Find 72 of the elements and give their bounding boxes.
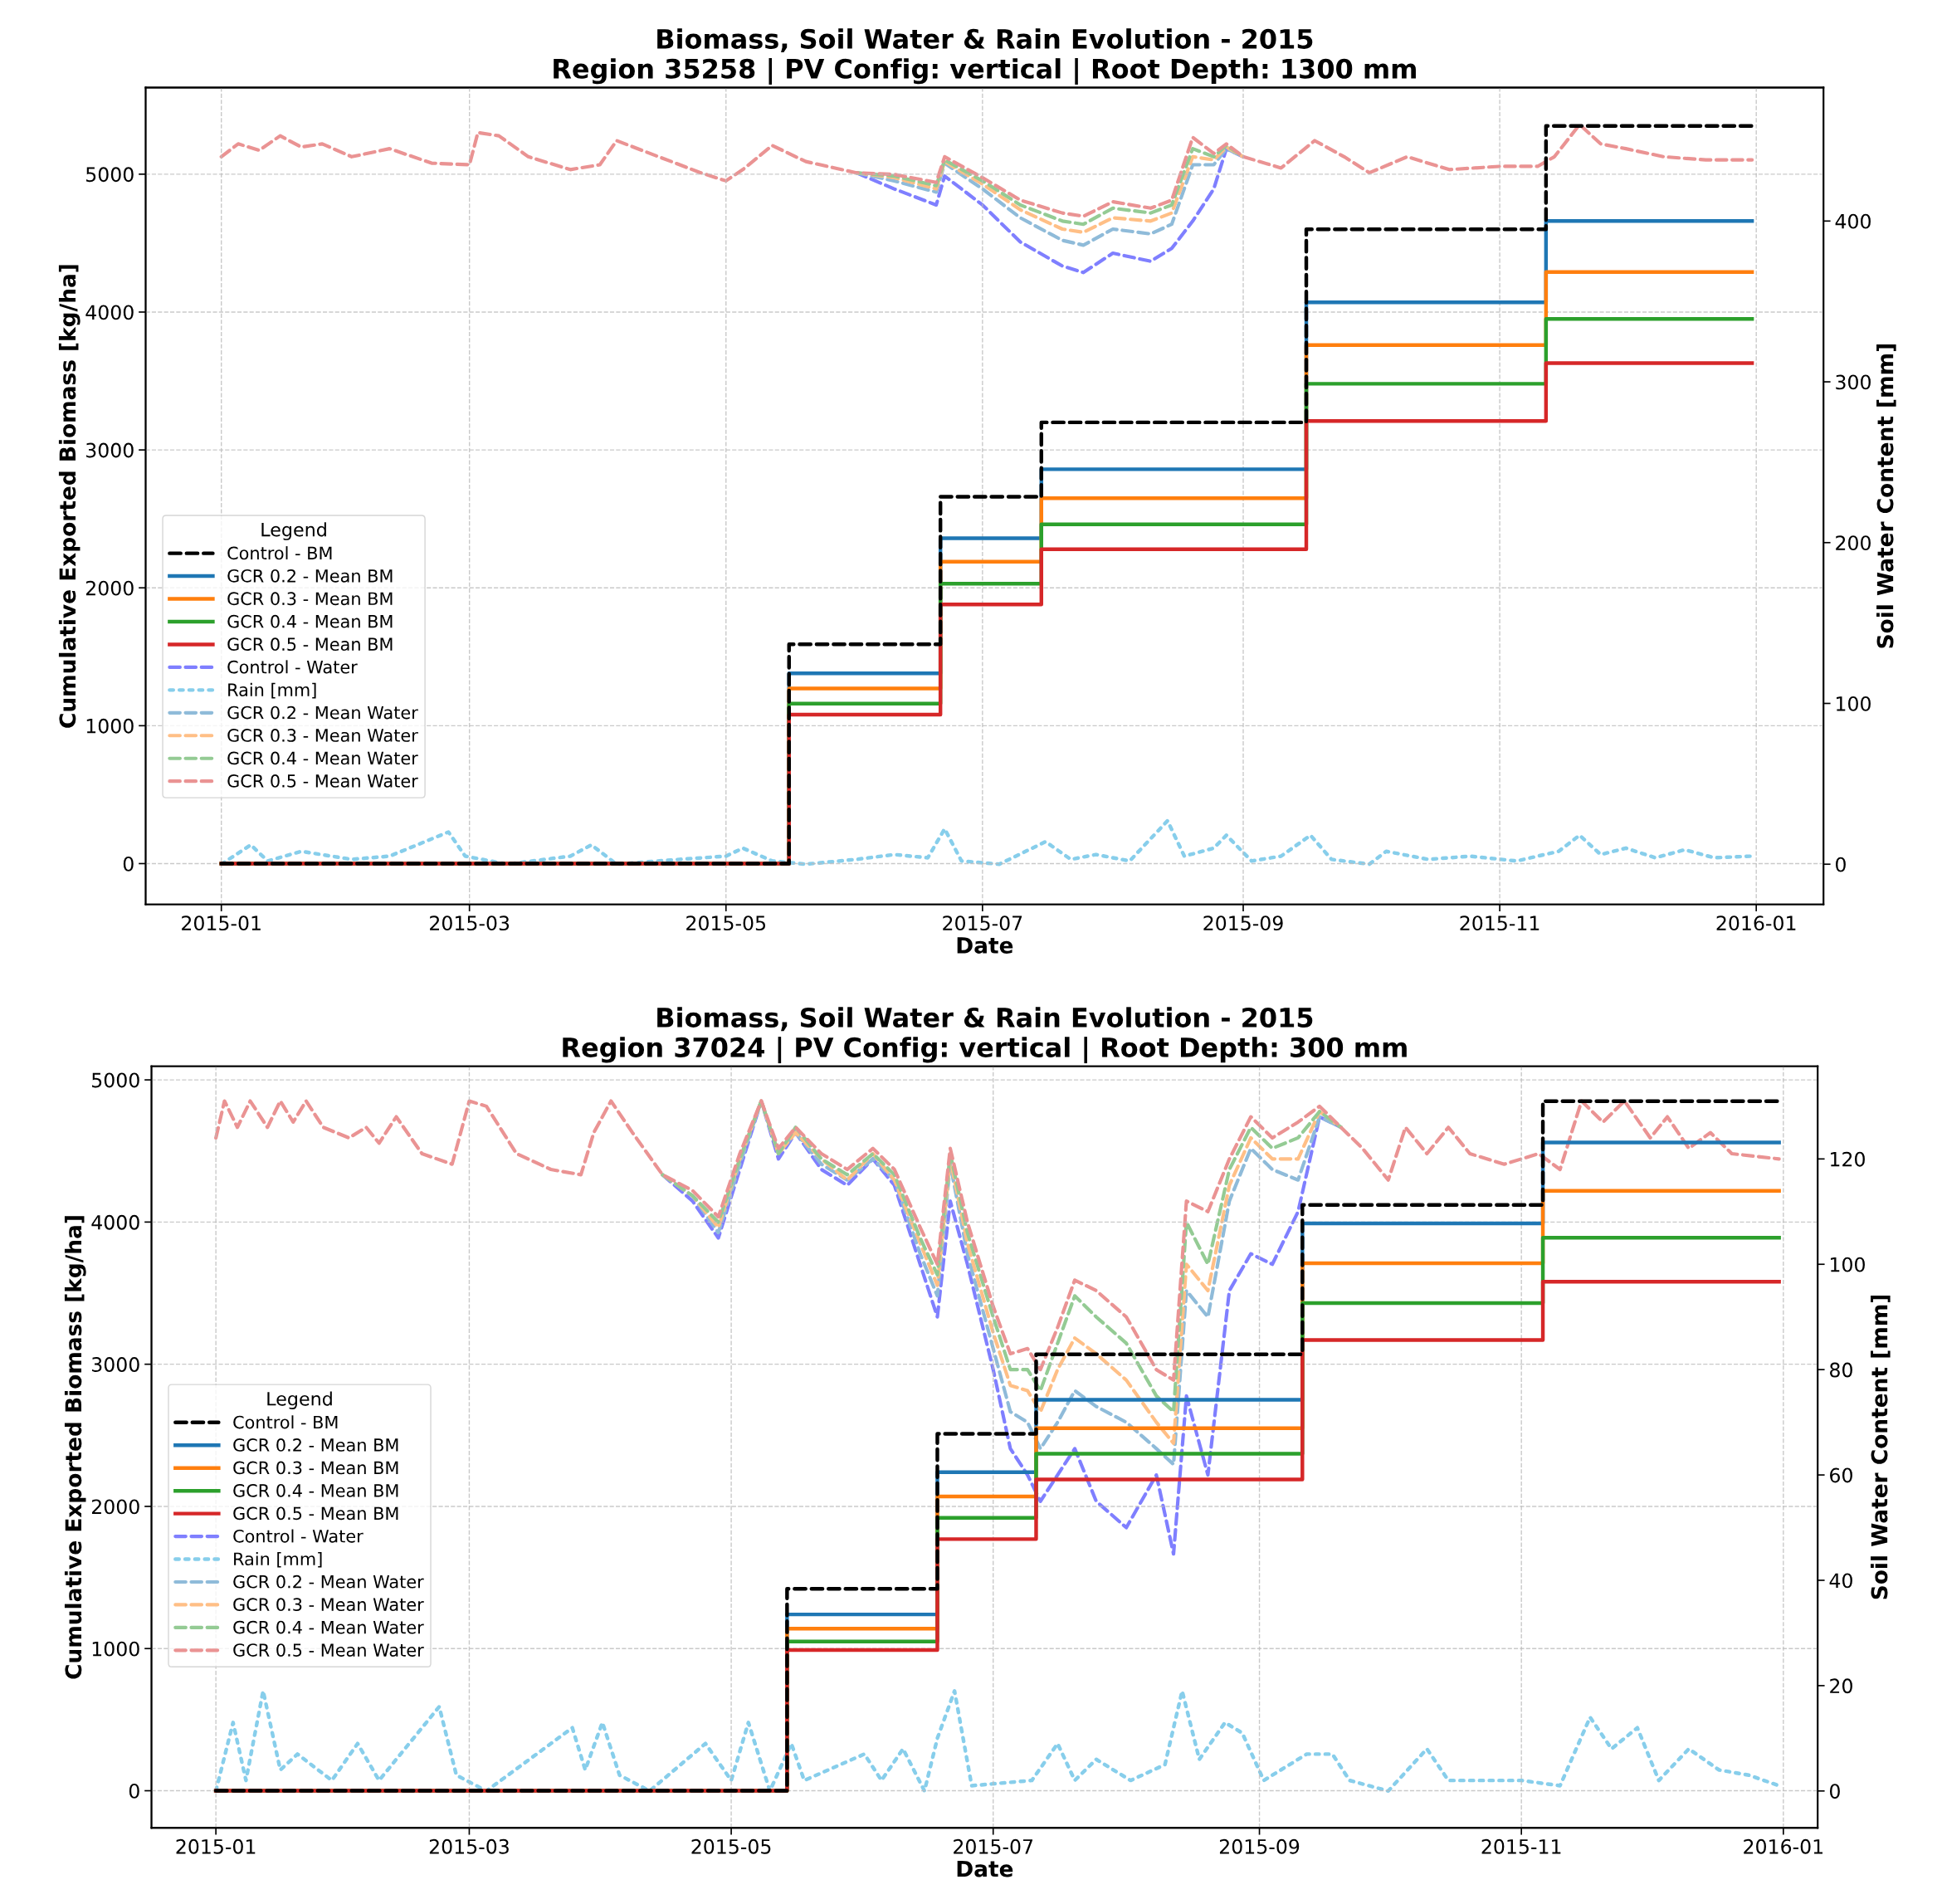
line-series — [214, 1099, 1781, 1382]
y-tick-label: 0 — [123, 856, 134, 871]
x-tick-label: 2015-01 — [176, 1838, 256, 1854]
y2-tick-label: 0 — [1836, 857, 1846, 872]
y-tick-label: 3000 — [92, 1357, 139, 1372]
legend-label: GCR 0.3 - Mean BM — [233, 1461, 398, 1475]
y-tick-label: 5000 — [92, 1072, 139, 1088]
y-tick-label: 4000 — [85, 305, 134, 320]
legend-label: Control - Water — [233, 1529, 364, 1543]
legend-title: Legend — [261, 522, 326, 540]
x-tick-label: 2015-05 — [691, 1838, 771, 1854]
x-tick-label: 2015-03 — [429, 1838, 509, 1854]
y-tick-label: 2000 — [85, 580, 134, 596]
chart-title: Biomass, Soil Water & Rain Evolution - 2015 Region 35258 | PV Config: vertical | Root Depth: 1300 mm — [554, 28, 1416, 85]
x-tick-label: 2015-09 — [1203, 915, 1283, 931]
y2-axis-title: Soil Water Content [mm] — [1876, 344, 1896, 648]
legend-label: GCR 0.4 - Mean Water — [227, 751, 418, 765]
legend-title: Legend — [267, 1391, 332, 1409]
x-tick-label: 2015-01 — [182, 915, 261, 931]
y-tick-label: 4000 — [91, 1214, 139, 1230]
y-tick-label: 0 — [129, 1783, 139, 1799]
x-tick-label: 2016-01 — [1744, 1838, 1822, 1854]
y2-tick-label: 40 — [1829, 1573, 1852, 1589]
y-tick-label: 1000 — [92, 1641, 139, 1657]
legend-label: GCR 0.5 - Mean Water — [233, 1643, 424, 1657]
line-series — [213, 1689, 1781, 1794]
legend-label: Control - Water — [227, 660, 358, 674]
y2-tick-label: 60 — [1830, 1467, 1852, 1483]
y2-tick-label: 20 — [1830, 1678, 1852, 1694]
x-tick-label: 2015-11 — [1460, 915, 1539, 931]
y-tick-label: 3000 — [86, 442, 134, 458]
legend-label: GCR 0.3 - Mean Water — [233, 1598, 424, 1612]
y-tick-label: 5000 — [86, 167, 134, 183]
legend-label: GCR 0.2 - Mean Water — [227, 705, 418, 720]
x-axis-title: Date — [957, 937, 1013, 954]
x-tick-label: 2015-11 — [1481, 1838, 1561, 1854]
x-tick-label: 2016-01 — [1716, 915, 1796, 931]
legend-label: GCR 0.2 - Mean BM — [227, 569, 393, 583]
x-tick-label: 2015-03 — [430, 915, 510, 931]
x-tick-label: 2015-09 — [1219, 1838, 1300, 1854]
y-tick-label: 2000 — [91, 1499, 139, 1515]
x-tick-label: 2015-07 — [954, 1838, 1033, 1854]
legend-label: GCR 0.5 - Mean Water — [227, 774, 418, 788]
legend-label: Control - BM — [227, 546, 332, 560]
legend-label: Rain [mm] — [228, 682, 316, 699]
x-tick-label: 2015-07 — [943, 915, 1022, 931]
legend-label: GCR 0.4 - Mean BM — [233, 1483, 398, 1497]
legend-label: GCR 0.3 - Mean BM — [227, 592, 393, 606]
legend-label: GCR 0.5 - Mean BM — [227, 637, 393, 652]
legend-label: Control - BM — [233, 1415, 338, 1429]
y2-tick-label: 100 — [1831, 1257, 1865, 1272]
y2-tick-label: 80 — [1830, 1362, 1852, 1378]
y2-tick-label: 0 — [1829, 1784, 1840, 1799]
y2-tick-label: 200 — [1836, 535, 1871, 551]
legend-label: GCR 0.2 - Mean Water — [233, 1574, 424, 1589]
legend-label: GCR 0.4 - Mean BM — [227, 614, 393, 628]
legend-label: GCR 0.4 - Mean Water — [233, 1620, 424, 1634]
y2-tick-label: 400 — [1835, 213, 1871, 229]
y-axis-title: Cumulative Exported Biomass [kg/ha] — [58, 265, 81, 728]
y2-tick-label: 120 — [1831, 1151, 1865, 1167]
y2-tick-label: 100 — [1837, 696, 1871, 711]
y2-axis-title: Soil Water Content [mm] — [1871, 1295, 1891, 1599]
legend-label: GCR 0.3 - Mean Water — [227, 729, 418, 742]
x-tick-label: 2015-05 — [686, 915, 766, 931]
chart-title: Biomass, Soil Water & Rain Evolution - 2015 Region 37024 | PV Config: vertical | Root Depth: 300 mm — [563, 1007, 1407, 1064]
y-tick-label: 1000 — [86, 718, 134, 734]
y-axis-title: Cumulative Exported Biomass [kg/ha] — [64, 1216, 86, 1679]
y2-tick-label: 300 — [1836, 374, 1871, 390]
legend-label: Rain [mm] — [234, 1551, 322, 1568]
legend-label: GCR 0.5 - Mean BM — [233, 1506, 398, 1521]
x-axis-title: Date — [957, 1860, 1013, 1877]
legend-label: GCR 0.2 - Mean BM — [233, 1438, 398, 1452]
